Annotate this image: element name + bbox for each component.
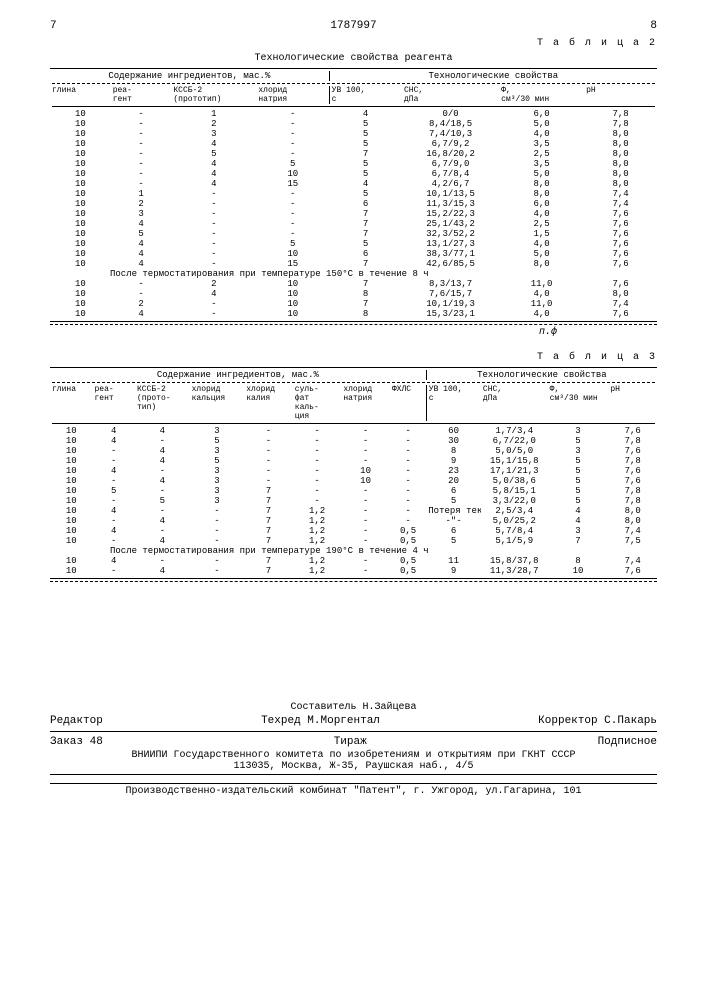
table-row: 104--71,2--Потеря теку-чести2,5/3,448,0 (50, 506, 657, 516)
table-row: 10-537---53,3/22,057,8 (50, 496, 657, 506)
t2-grp-right: Технологические свойства (329, 71, 657, 81)
subscr: Подписное (598, 736, 657, 748)
col-header: реа- гент (92, 385, 134, 421)
table-row: 104-5----306,7/22,057,8 (50, 436, 657, 446)
page-left: 7 (50, 20, 57, 32)
table3-label: Т а б л и ц а 3 (50, 352, 657, 363)
col-header: КССБ-2 (прототип) (171, 86, 256, 104)
table-row: 10-4-56,7/9,23,58,0 (50, 139, 657, 149)
tirage: Тираж (334, 736, 367, 748)
col-header: хлорид натрия (341, 385, 390, 421)
table-row: 101--510,1/13,58,07,4 (50, 189, 657, 199)
table-row: 10-4-71,2-0,555,1/5,977,5 (50, 536, 657, 546)
table3: Содержание ингредиентов, мас.% Технологи… (50, 370, 657, 576)
table-row: 10-41087,6/15,74,08,0 (50, 289, 657, 299)
col-header: реа- гент (111, 86, 172, 104)
col-header: Ф, см³/30 мин (548, 385, 609, 421)
table-row: 10-5-716,8/20,22,58,0 (50, 149, 657, 159)
table-row: 104-10638,3/77,15,07,6 (50, 249, 657, 259)
col-header: ФХЛС (390, 385, 426, 421)
table-row: 10-21078,3/13,711,07,6 (50, 279, 657, 289)
org: ВНИИПИ Государственного комитета по изоб… (50, 750, 657, 761)
col-header: глина (50, 86, 111, 104)
table-row: 104-10815,3/23,14,07,6 (50, 309, 657, 319)
compiler: Составитель Н.Зайцева (50, 702, 657, 713)
col-header: Ф, см³/30 мин (499, 86, 584, 104)
table-row: 102-10710,1/19,311,07,4 (50, 299, 657, 309)
table-row: 104-15742,6/85,58,07,6 (50, 259, 657, 269)
table-row: 103--715,2/22,34,07,6 (50, 209, 657, 219)
col-header: суль- фат каль- ция (293, 385, 342, 421)
t2-note: п.ф (50, 327, 657, 338)
col-header: хлорид натрия (256, 86, 329, 104)
t3-grp-left: Содержание ингредиентов, мас.% (50, 370, 426, 380)
col-header: СНС, дПа (481, 385, 548, 421)
page-right: 8 (650, 20, 657, 32)
doc-number: 1787997 (57, 20, 651, 32)
col-header: КССБ-2 (прото- тип) (135, 385, 190, 421)
section-row: После термостатирования при температуре … (50, 546, 657, 556)
col-header: хлорид кальция (190, 385, 245, 421)
table-row: 104--71,2-0,565,7/8,437,4 (50, 526, 657, 536)
t3-grp-right: Технологические свойства (426, 370, 657, 380)
table-row: 104--725,1/43,22,57,6 (50, 219, 657, 229)
table2-label: Т а б л и ц а 2 (50, 38, 657, 49)
col-header: pH (584, 86, 657, 104)
table-row: 105-37---65,8/15,157,8 (50, 486, 657, 496)
table-row: 10-3-57,4/10,34,08,0 (50, 129, 657, 139)
table-row: 10-43----85,0/5,037,6 (50, 446, 657, 456)
tech: Техред М.Моргентал (261, 715, 380, 727)
col-header: СНС, дПа (402, 86, 499, 104)
printer: Производственно-издательский комбинат "П… (50, 786, 657, 797)
col-header: УВ 100, с (426, 385, 481, 421)
table-row: 10-4-71,2---"-5,0/25,248,0 (50, 516, 657, 526)
footer: Составитель Н.Зайцева Редактор Техред М.… (50, 702, 657, 797)
page-header: 7 1787997 8 (50, 20, 657, 32)
table-row: 10-43--10-205,0/38,657,6 (50, 476, 657, 486)
col-header: хлорид калия (244, 385, 293, 421)
table-row: 10-4556,7/9,03,58,0 (50, 159, 657, 169)
corrector: Корректор С.Пакарь (538, 715, 657, 727)
editor: Редактор (50, 715, 103, 727)
addr: 113035, Москва, Ж-35, Раушская наб., 4/5 (50, 761, 657, 772)
table-row: 10-41056,7/8,45,08,0 (50, 169, 657, 179)
section-row: После термостатирования при температуре … (50, 269, 657, 279)
table-row: 104--71,2-0,51115,8/37,887,4 (50, 556, 657, 566)
table-row: 104-5513,1/27,34,07,6 (50, 239, 657, 249)
table2-caption: Технологические свойства реагента (50, 53, 657, 64)
table-row: 104-3--10-2317,1/21,357,6 (50, 466, 657, 476)
table-row: 10-41544,2/6,78,08,0 (50, 179, 657, 189)
table-row: 10-2-58,4/18,55,07,8 (50, 119, 657, 129)
table2: Содержание ингредиентов, мас.% Технологи… (50, 71, 657, 319)
t2-grp-left: Содержание ингредиентов, мас.% (50, 71, 329, 81)
order: Заказ 48 (50, 736, 103, 748)
table-row: 102--611,3/15,36,07,4 (50, 199, 657, 209)
col-header: УВ 100, с (329, 86, 402, 104)
table-row: 10-45----915,1/15,857,8 (50, 456, 657, 466)
table-row: 105--732,3/52,21,57,6 (50, 229, 657, 239)
table-row: 10443----601,7/3,437,6 (50, 426, 657, 436)
table-row: 10-4-71,2-0,5911,3/28,7107,6 (50, 566, 657, 576)
col-header: глина (50, 385, 92, 421)
table-row: 10-1-40/06,07,8 (50, 109, 657, 119)
col-header: pH (608, 385, 657, 421)
